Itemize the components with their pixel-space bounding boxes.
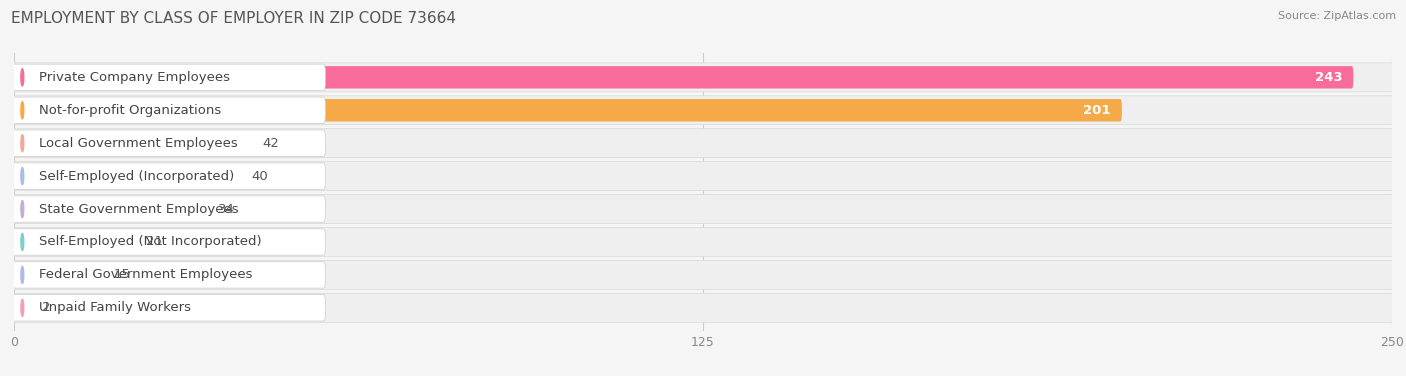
Text: 201: 201 <box>1084 104 1111 117</box>
Text: Federal Government Employees: Federal Government Employees <box>39 268 252 281</box>
Text: Source: ZipAtlas.com: Source: ZipAtlas.com <box>1278 11 1396 21</box>
Text: 21: 21 <box>146 235 163 249</box>
FancyBboxPatch shape <box>14 231 129 253</box>
Circle shape <box>21 168 24 185</box>
Text: Self-Employed (Incorporated): Self-Employed (Incorporated) <box>39 170 235 183</box>
FancyBboxPatch shape <box>8 227 1398 256</box>
Text: 2: 2 <box>42 301 51 314</box>
FancyBboxPatch shape <box>8 63 1398 92</box>
FancyBboxPatch shape <box>14 297 25 319</box>
Circle shape <box>21 102 24 119</box>
FancyBboxPatch shape <box>8 261 1398 290</box>
FancyBboxPatch shape <box>14 99 1122 121</box>
Circle shape <box>21 233 24 250</box>
Text: EMPLOYMENT BY CLASS OF EMPLOYER IN ZIP CODE 73664: EMPLOYMENT BY CLASS OF EMPLOYER IN ZIP C… <box>11 11 457 26</box>
Text: 34: 34 <box>218 203 235 215</box>
Text: 42: 42 <box>262 137 278 150</box>
Text: Self-Employed (Not Incorporated): Self-Employed (Not Incorporated) <box>39 235 262 249</box>
Circle shape <box>21 266 24 284</box>
FancyBboxPatch shape <box>11 163 325 189</box>
Text: State Government Employees: State Government Employees <box>39 203 239 215</box>
FancyBboxPatch shape <box>8 129 1398 158</box>
FancyBboxPatch shape <box>14 132 246 155</box>
Text: Unpaid Family Workers: Unpaid Family Workers <box>39 301 191 314</box>
FancyBboxPatch shape <box>8 194 1398 224</box>
Circle shape <box>21 299 24 316</box>
FancyBboxPatch shape <box>14 66 1354 88</box>
FancyBboxPatch shape <box>11 130 325 156</box>
FancyBboxPatch shape <box>11 64 325 91</box>
FancyBboxPatch shape <box>8 96 1398 125</box>
FancyBboxPatch shape <box>11 229 325 255</box>
FancyBboxPatch shape <box>8 162 1398 191</box>
FancyBboxPatch shape <box>11 262 325 288</box>
Text: 15: 15 <box>114 268 131 281</box>
Text: 40: 40 <box>252 170 267 183</box>
Circle shape <box>21 135 24 152</box>
Text: 243: 243 <box>1315 71 1343 84</box>
FancyBboxPatch shape <box>11 97 325 123</box>
FancyBboxPatch shape <box>14 198 201 220</box>
FancyBboxPatch shape <box>14 264 97 286</box>
FancyBboxPatch shape <box>8 293 1398 322</box>
Text: Local Government Employees: Local Government Employees <box>39 137 238 150</box>
FancyBboxPatch shape <box>11 196 325 222</box>
Circle shape <box>21 69 24 86</box>
Text: Private Company Employees: Private Company Employees <box>39 71 229 84</box>
Circle shape <box>21 200 24 218</box>
Text: Not-for-profit Organizations: Not-for-profit Organizations <box>39 104 221 117</box>
FancyBboxPatch shape <box>14 165 235 187</box>
FancyBboxPatch shape <box>11 295 325 321</box>
